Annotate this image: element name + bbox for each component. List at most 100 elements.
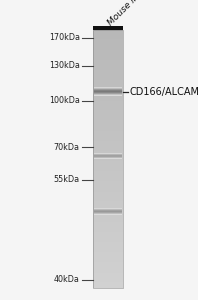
Bar xyxy=(93,245,123,246)
Bar xyxy=(93,98,123,99)
Bar xyxy=(93,171,123,172)
Bar xyxy=(93,227,123,228)
Bar xyxy=(93,128,123,129)
Bar xyxy=(93,258,123,259)
Bar xyxy=(93,26,123,30)
Bar xyxy=(93,108,123,109)
Bar xyxy=(93,175,123,176)
Bar xyxy=(93,268,123,269)
Bar xyxy=(93,140,123,141)
Text: 130kDa: 130kDa xyxy=(49,61,80,70)
Bar xyxy=(93,45,123,46)
Bar xyxy=(93,39,123,40)
Bar xyxy=(93,192,123,193)
Bar xyxy=(93,157,123,158)
Bar xyxy=(93,223,123,224)
Bar xyxy=(93,62,123,63)
Bar xyxy=(93,74,123,75)
Bar xyxy=(93,167,123,168)
Bar xyxy=(93,139,123,140)
Bar xyxy=(93,205,123,206)
Text: 100kDa: 100kDa xyxy=(49,96,80,105)
Bar xyxy=(93,150,123,151)
Bar xyxy=(93,176,123,177)
Bar xyxy=(93,134,123,135)
Bar xyxy=(93,183,123,184)
Bar xyxy=(93,201,123,202)
Bar xyxy=(93,114,123,115)
Bar xyxy=(93,189,123,190)
Bar xyxy=(93,146,123,147)
Bar xyxy=(93,42,123,43)
Bar xyxy=(93,144,123,145)
Bar xyxy=(93,102,123,103)
Bar xyxy=(93,203,123,204)
Bar xyxy=(93,48,123,49)
Bar xyxy=(93,105,123,106)
Bar xyxy=(93,285,123,286)
Bar xyxy=(93,263,123,264)
Bar xyxy=(93,174,123,175)
Bar xyxy=(93,213,123,214)
Bar xyxy=(93,190,123,191)
Bar xyxy=(93,152,123,153)
Bar xyxy=(93,67,123,68)
Bar xyxy=(93,149,123,150)
Bar xyxy=(93,280,123,281)
Bar xyxy=(93,235,123,236)
Bar xyxy=(93,138,123,139)
Bar xyxy=(93,193,123,194)
Bar xyxy=(93,155,123,156)
Bar xyxy=(93,216,123,217)
Bar xyxy=(93,75,123,76)
Bar xyxy=(93,122,123,123)
Bar xyxy=(93,64,123,65)
Bar xyxy=(93,243,123,244)
Bar xyxy=(93,141,123,142)
Bar xyxy=(93,233,123,234)
Bar xyxy=(93,269,123,270)
Bar xyxy=(93,270,123,271)
Bar xyxy=(93,69,123,70)
Bar xyxy=(93,127,123,128)
Bar xyxy=(93,100,123,101)
Bar xyxy=(93,151,123,152)
Bar xyxy=(93,111,123,112)
Bar xyxy=(93,94,123,95)
Bar xyxy=(93,211,123,212)
Bar xyxy=(93,170,123,171)
Bar xyxy=(93,165,123,166)
Bar xyxy=(93,236,123,237)
Bar xyxy=(93,232,123,233)
Bar xyxy=(93,178,123,179)
Bar xyxy=(93,200,123,201)
Bar xyxy=(93,137,123,138)
Bar xyxy=(93,81,123,82)
Bar xyxy=(93,31,123,32)
Bar xyxy=(93,52,123,53)
Bar xyxy=(93,133,123,134)
Bar xyxy=(93,58,123,59)
Bar xyxy=(93,262,123,263)
Bar xyxy=(93,259,123,260)
Bar xyxy=(93,228,123,229)
Bar xyxy=(93,282,123,283)
Bar xyxy=(93,260,123,261)
Bar xyxy=(93,214,123,215)
Bar xyxy=(93,83,123,84)
Bar xyxy=(93,80,123,81)
Bar xyxy=(93,55,123,56)
Bar xyxy=(93,30,123,31)
Bar xyxy=(93,250,123,251)
Bar xyxy=(93,121,123,122)
Bar xyxy=(93,194,123,195)
Bar xyxy=(93,279,123,280)
Bar xyxy=(93,32,123,33)
Bar xyxy=(93,248,123,249)
Bar xyxy=(93,148,123,149)
Bar xyxy=(93,63,123,64)
Bar xyxy=(93,89,123,90)
Bar xyxy=(93,142,123,143)
Bar xyxy=(93,196,123,197)
Bar xyxy=(93,136,123,137)
